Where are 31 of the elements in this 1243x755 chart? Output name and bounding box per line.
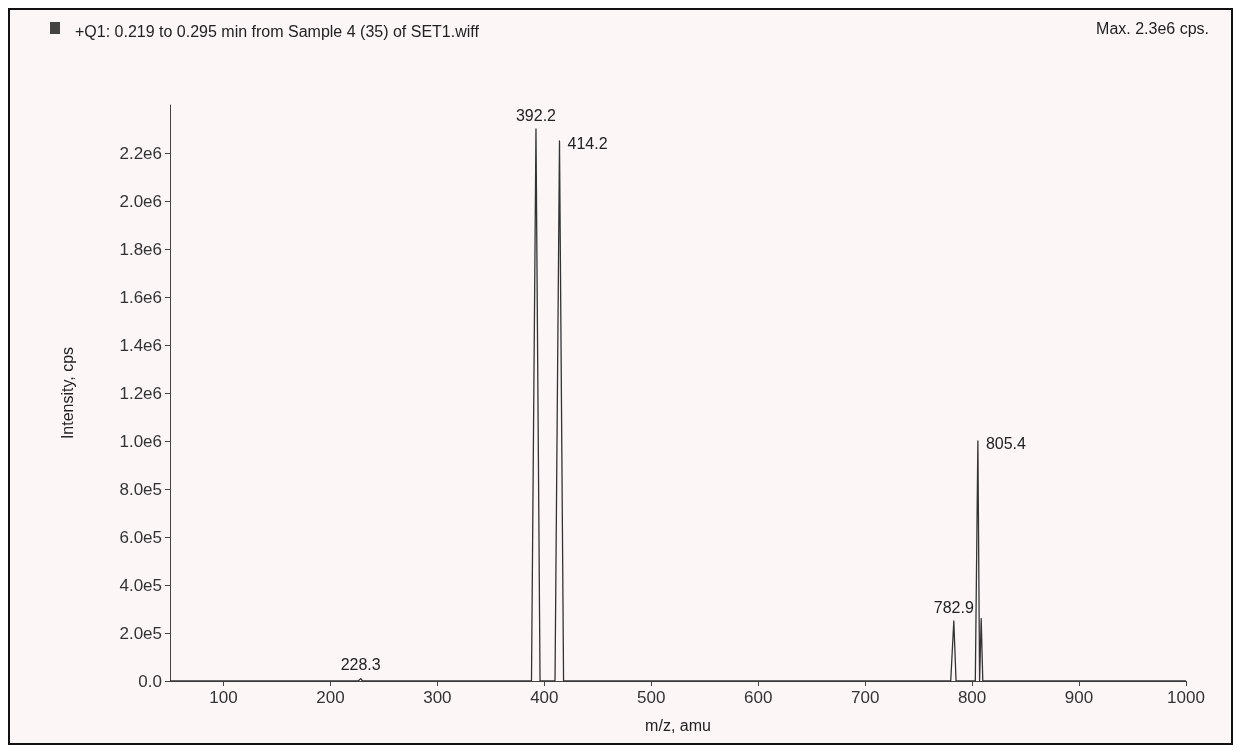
x-tick-label: 100 [209,688,238,707]
annotation: 228.3 [340,656,381,674]
y-tick-label: 6.0e5 [119,527,162,547]
x-tick-label: 700 [850,688,880,707]
text: Max. 2.3e6 cps. [1096,19,1210,37]
y-tick-label: 1.6e6 [119,287,162,307]
x-axis-title: m/z, amu [645,716,711,734]
y-tick-label: 2.0e6 [119,191,162,211]
y-tick-label: 2.0e5 [119,623,162,643]
x-tick-label: 200 [316,688,345,707]
y-tick-label: 8.0e5 [119,479,162,499]
y-tick-label: 0.0 [138,671,162,691]
annotation: 805.4 [985,434,1027,452]
x-tick-label: 900 [1064,688,1094,707]
chart-title: +Q1: 0.219 to 0.295 min from Sample 4 (35) of SET1.wiff [75,22,480,40]
y-tick-label: 1.0e6 [119,431,162,451]
y-tick-label: 1.8e6 [119,239,162,259]
y-tick-label: 2.2e6 [119,143,162,163]
x-tick-label: 800 [957,688,987,707]
annotation: 392.2 [515,106,557,124]
y-tick-label: 1.2e6 [119,383,162,403]
x-tick-label: 500 [637,688,666,707]
x-tick-label: 400 [530,688,559,707]
x-tick-label: 1000 [1167,688,1205,707]
annotation: 782.9 [933,598,974,616]
y-axis-title: Intensity, cps [58,346,76,440]
x-tick-label: 600 [744,688,773,707]
y-tick-label: 4.0e5 [119,575,162,595]
x-tick-label: 300 [423,688,452,707]
annotation: 414.2 [567,134,608,152]
y-tick-label: 1.4e6 [119,335,162,355]
